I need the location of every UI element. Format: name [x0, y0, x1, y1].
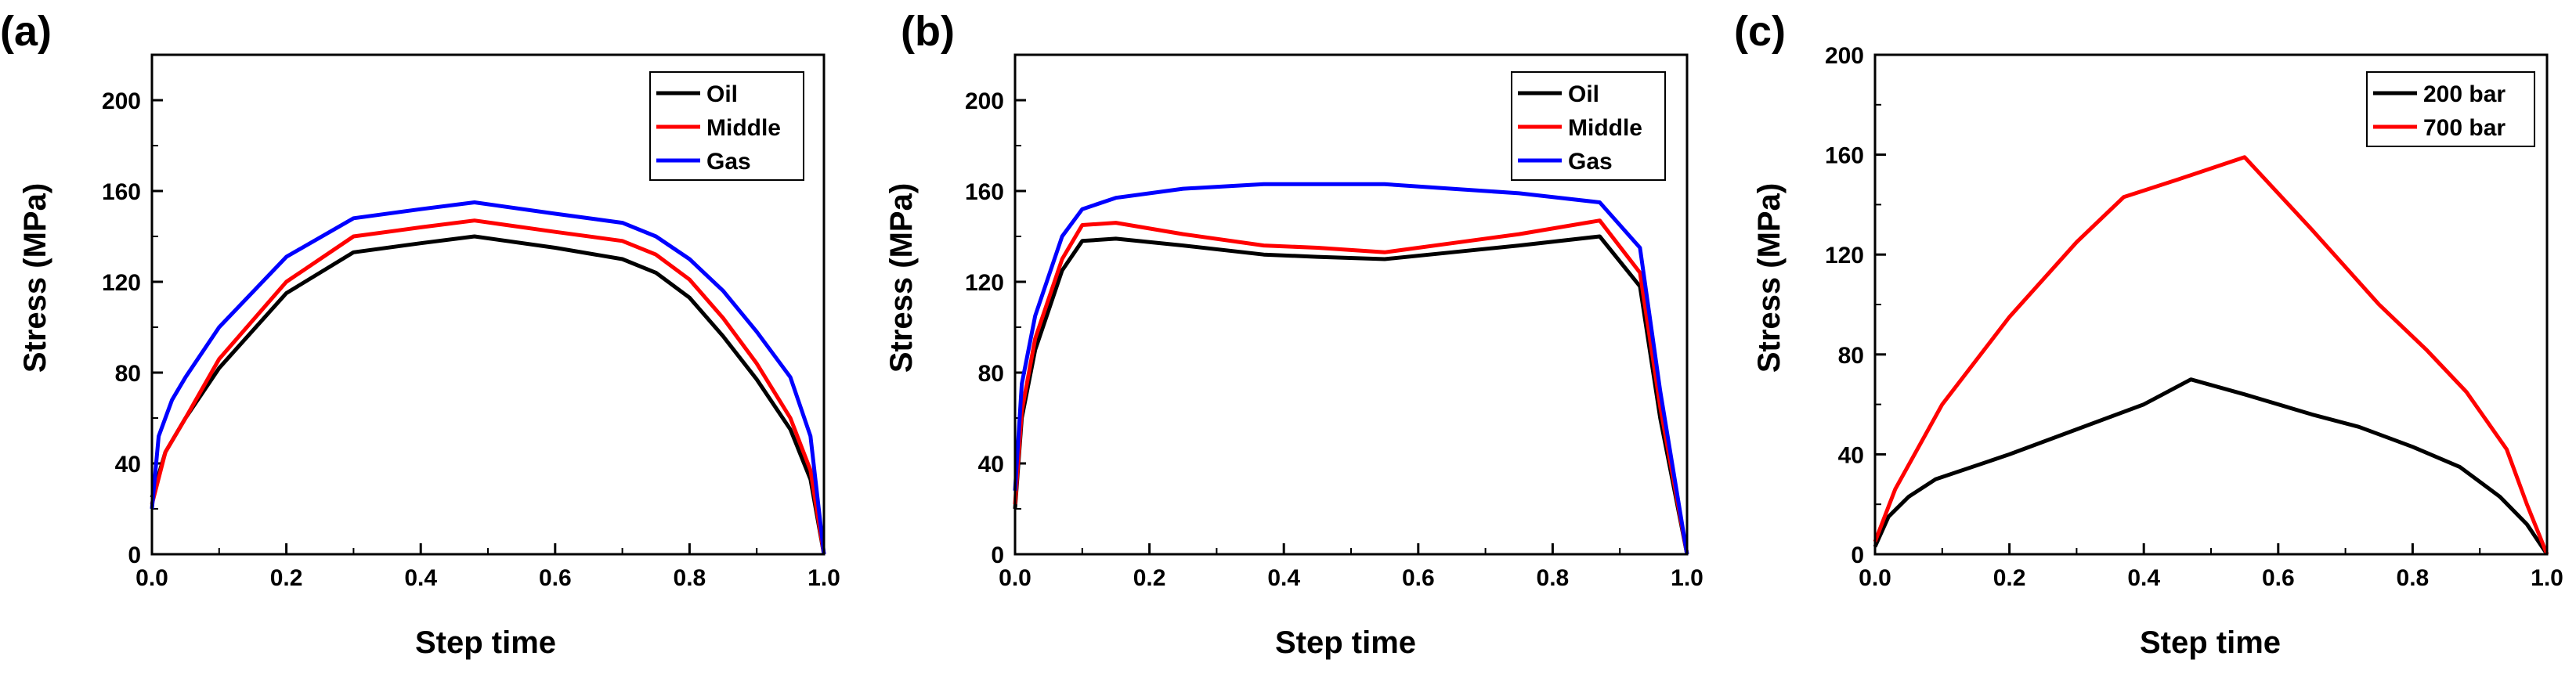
panel-c-y-tick-label: 200	[1825, 43, 1864, 69]
panel-b-y-tick-label: 80	[978, 361, 1004, 387]
panel-c-ticks: 0.0 0.2 0.4 0.6 0.8 1.0 0 40 80 120 160 200	[1825, 43, 2563, 591]
panel-b-y-tick-label: 40	[978, 452, 1004, 478]
panel-c-x-tick-label: 0.8	[2397, 565, 2430, 591]
panel-a-x-tick-label: 0.6	[539, 565, 572, 591]
panel-a: (a) Stress (MPa) Step time 0.0 0.2 0.4 0.6 0…	[0, 8, 840, 660]
panel-b-series-gas-line	[1013, 182, 1689, 555]
panel-b-y-tick-label: 0	[991, 542, 1004, 568]
panel-a-series-middle-line	[150, 218, 826, 555]
panel-b-series-oil-line	[1013, 234, 1689, 555]
panel-b-x-tick-label: 0.4	[1267, 565, 1300, 591]
panel-b-series-middle-line	[1013, 218, 1689, 555]
panel-c-x-tick-label: 0.4	[2127, 565, 2160, 591]
panel-a-series	[150, 200, 826, 555]
panel-a-legend-label-1: Middle	[706, 115, 781, 141]
panel-b: (b) Stress (MPa) Step time 0.0 0.2 0.4 0.6 0…	[884, 8, 1703, 660]
panel-a-x-tick-label: 0.0	[135, 565, 168, 591]
panel-b-y-tick-label: 120	[965, 270, 1004, 296]
panel-b-x-tick-label: 0.0	[999, 565, 1031, 591]
panel-c-label: (c)	[1734, 8, 1786, 55]
panel-b-legend-label-1: Middle	[1568, 115, 1642, 141]
panel-a-x-axis-title: Step time	[415, 625, 556, 660]
panel-c-y-tick-label: 120	[1825, 243, 1864, 269]
panel-c-x-tick-label: 1.0	[2531, 565, 2563, 591]
panel-a-series-oil-line	[150, 234, 826, 555]
panel-b-y-tick-label: 200	[965, 88, 1004, 114]
panel-a-y-tick-label: 80	[115, 361, 141, 387]
panel-c-series-700-bar-line	[1873, 155, 2549, 555]
panel-a-y-axis-title: Stress (MPa)	[18, 183, 52, 373]
panel-b-plot-frame	[1013, 53, 1689, 556]
panel-c-x-tick-label: 0.2	[1993, 565, 2026, 591]
panel-a-series-gas-line	[150, 200, 826, 555]
panel-c-y-tick-label: 80	[1838, 343, 1864, 369]
panel-c-series-200-bar-line	[1873, 377, 2549, 556]
panel-a-x-tick-label: 0.8	[674, 565, 706, 591]
panel-b-legend-label-0: Oil	[1568, 81, 1599, 107]
panel-a-legend-label-0: Oil	[706, 81, 738, 107]
panel-c-y-tick-label: 160	[1825, 143, 1864, 169]
panel-a-x-tick-label: 0.4	[404, 565, 437, 591]
panel-a-label: (a)	[0, 8, 52, 55]
panel-b-x-axis-title: Step time	[1275, 625, 1416, 660]
panel-c-legend-box	[2366, 71, 2535, 147]
panel-a-y-tick-label: 160	[102, 179, 141, 205]
panel-c-series	[1873, 155, 2549, 556]
panel-c: (c) Stress (MPa) Step time 0.0 0.2 0.4 0.6 0…	[1734, 8, 2563, 660]
panel-c-legend: 200 bar 700 bar	[2366, 71, 2535, 147]
panel-a-legend-label-2: Gas	[706, 149, 751, 175]
panel-b-ticks: 0.0 0.2 0.4 0.6 0.8 1.0 0 40 80 120 160 200	[965, 54, 1703, 591]
panel-b-x-tick-label: 0.8	[1537, 565, 1570, 591]
panel-c-x-tick-label: 0.6	[2262, 565, 2295, 591]
panel-b-x-tick-label: 0.2	[1133, 565, 1166, 591]
panel-c-plot-frame	[1873, 53, 2549, 556]
panel-c-y-tick-label: 40	[1838, 442, 1864, 468]
panel-c-legend-label-1: 700 bar	[2423, 115, 2506, 141]
panel-a-x-tick-label: 1.0	[807, 565, 840, 591]
panel-b-legend-label-2: Gas	[1568, 149, 1613, 175]
panel-b-y-tick-label: 160	[965, 179, 1004, 205]
panel-b-legend: Oil Middle Gas	[1511, 71, 1666, 181]
panel-c-y-tick-label: 0	[1851, 542, 1864, 568]
panel-a-legend: Oil Middle Gas	[649, 71, 804, 181]
panel-a-plot-frame	[150, 53, 826, 556]
panel-c-x-tick-label: 0.0	[1859, 565, 1891, 591]
panel-a-x-tick-label: 0.2	[270, 565, 303, 591]
panel-b-x-tick-label: 0.6	[1402, 565, 1435, 591]
panel-c-legend-label-0: 200 bar	[2423, 81, 2506, 107]
panel-a-y-tick-label: 0	[128, 542, 141, 568]
panel-a-ticks: 0.0 0.2 0.4 0.6 0.8 1.0 0 40 80 120 160 200	[102, 54, 840, 591]
panel-c-y-axis-title: Stress (MPa)	[1752, 183, 1787, 373]
panel-a-y-tick-label: 40	[115, 452, 141, 478]
panel-c-x-axis-title: Step time	[2140, 625, 2281, 660]
panel-b-label: (b)	[901, 8, 955, 55]
panel-a-y-tick-label: 200	[102, 88, 141, 114]
panel-b-x-tick-label: 1.0	[1671, 565, 1703, 591]
panel-b-y-axis-title: Stress (MPa)	[884, 183, 919, 373]
panel-b-series	[1013, 182, 1689, 555]
panel-a-y-tick-label: 120	[102, 270, 141, 296]
